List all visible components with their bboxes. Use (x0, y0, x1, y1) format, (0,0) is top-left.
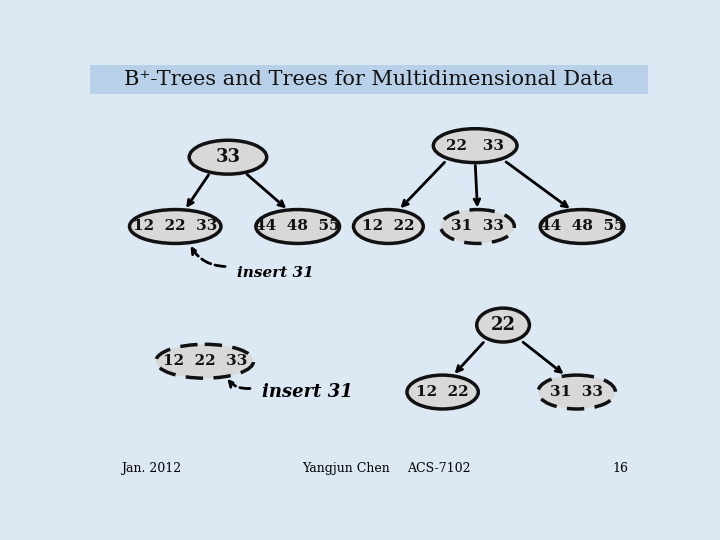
Ellipse shape (156, 345, 253, 378)
Text: 44  48  55: 44 48 55 (256, 219, 340, 233)
Ellipse shape (540, 210, 624, 244)
Text: insert 31: insert 31 (262, 383, 353, 401)
Text: ACS-7102: ACS-7102 (407, 462, 470, 475)
Text: 12  22: 12 22 (416, 385, 469, 399)
Ellipse shape (354, 210, 423, 244)
Text: 33: 33 (215, 148, 240, 166)
Text: insert 31: insert 31 (238, 266, 314, 280)
FancyBboxPatch shape (90, 65, 648, 94)
Ellipse shape (433, 129, 517, 163)
Text: 44  48  55: 44 48 55 (540, 219, 624, 233)
Ellipse shape (538, 375, 616, 409)
Text: 22   33: 22 33 (446, 139, 504, 153)
Ellipse shape (441, 210, 514, 244)
Text: 12  22  33: 12 22 33 (133, 219, 217, 233)
Text: 31  33: 31 33 (451, 219, 504, 233)
Ellipse shape (189, 140, 266, 174)
Text: 16: 16 (613, 462, 629, 475)
Text: 12  22: 12 22 (362, 219, 415, 233)
Text: Jan. 2012: Jan. 2012 (121, 462, 181, 475)
Ellipse shape (407, 375, 478, 409)
Text: 22: 22 (490, 316, 516, 334)
Text: Yangjun Chen: Yangjun Chen (302, 462, 390, 475)
Ellipse shape (477, 308, 529, 342)
Text: B⁺-Trees and Trees for Multidimensional Data: B⁺-Trees and Trees for Multidimensional … (125, 70, 613, 89)
Text: 12  22  33: 12 22 33 (163, 354, 247, 368)
Ellipse shape (130, 210, 221, 244)
Text: 31  33: 31 33 (550, 385, 603, 399)
Ellipse shape (256, 210, 340, 244)
